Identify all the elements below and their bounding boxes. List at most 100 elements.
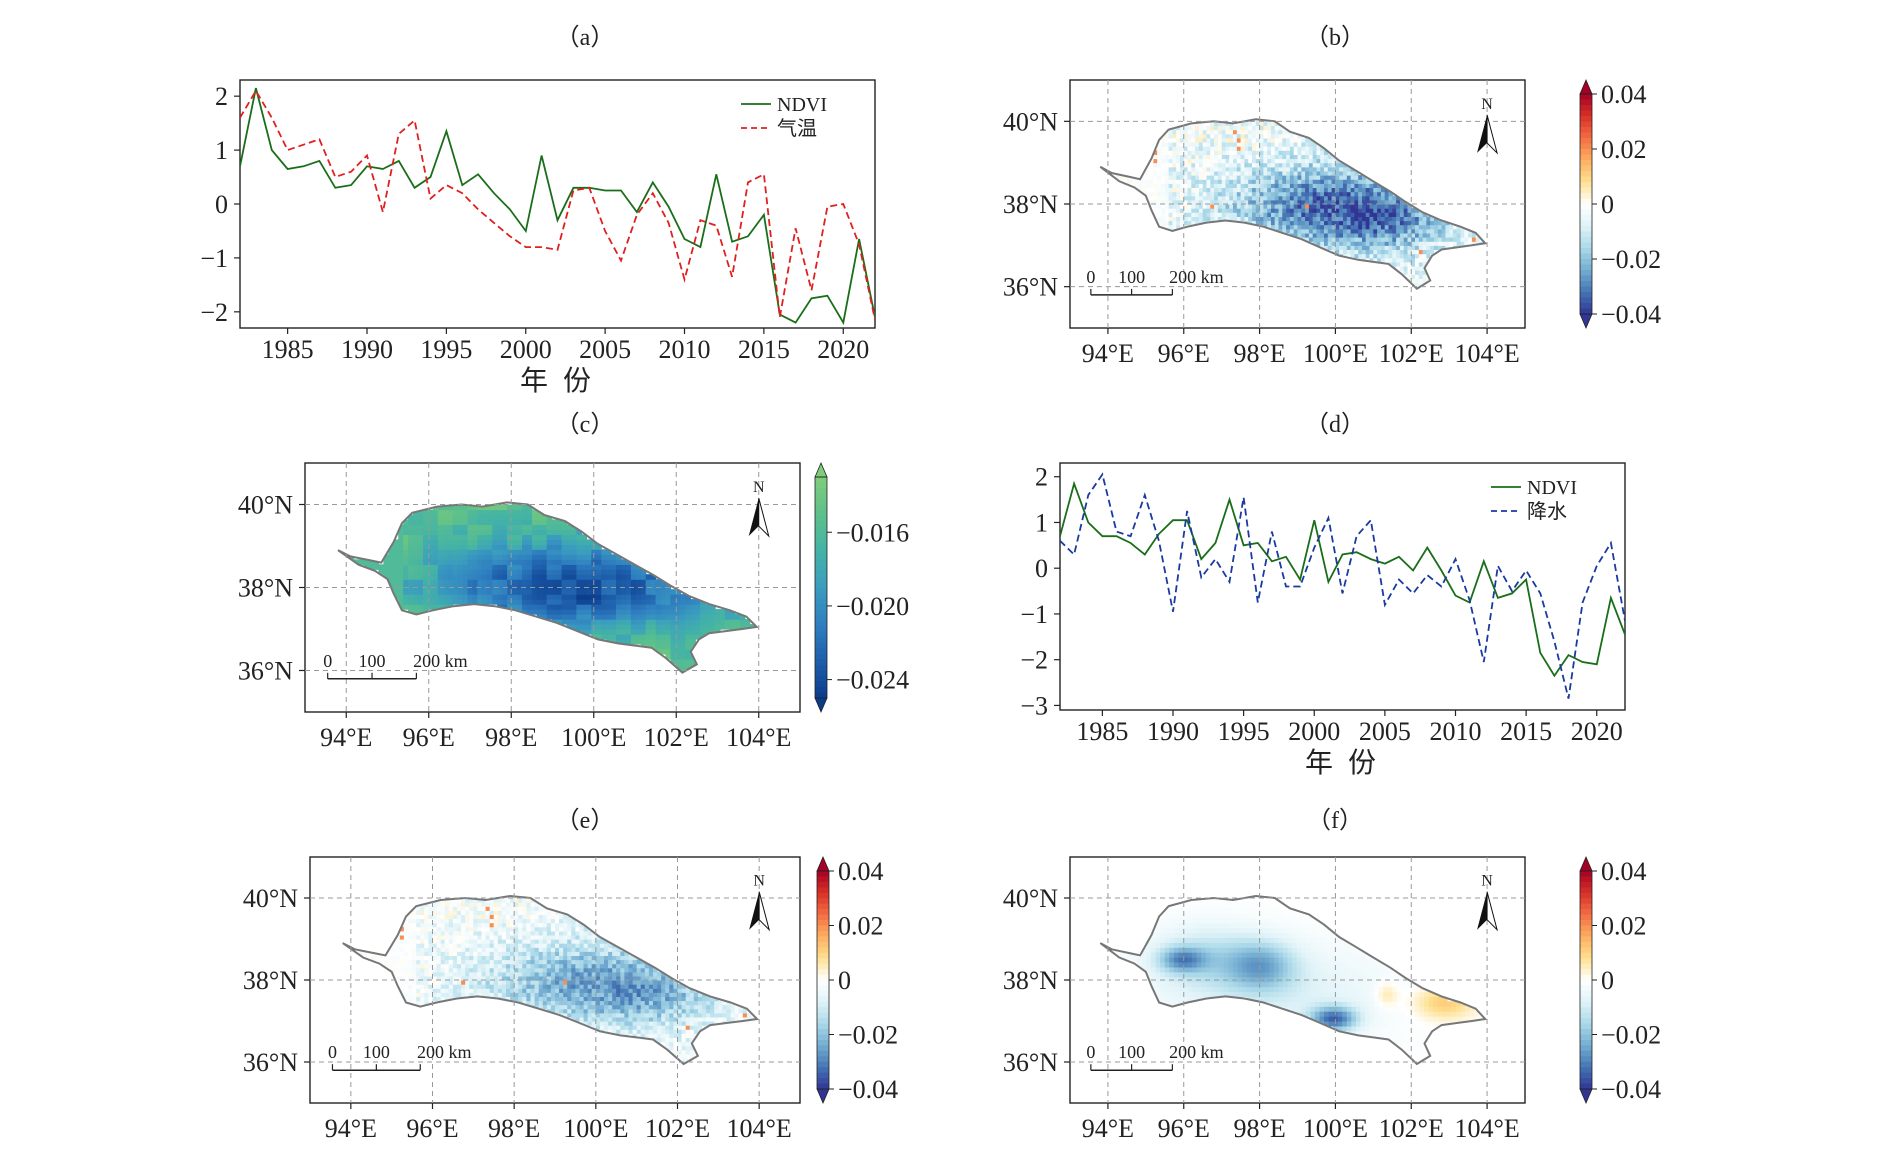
raster-cell xyxy=(673,1025,679,1030)
raster-cell xyxy=(616,604,622,610)
raster-cell xyxy=(457,569,464,575)
raster-cell xyxy=(506,930,511,936)
raster-cell xyxy=(1255,208,1261,213)
raster-cell xyxy=(1320,241,1325,246)
raster-cell xyxy=(448,955,454,961)
raster-cell xyxy=(1164,195,1170,201)
raster-cell xyxy=(579,1000,585,1006)
raster-cell xyxy=(665,1041,670,1047)
raster-cell xyxy=(1339,212,1344,217)
raster-cell xyxy=(1248,133,1253,139)
raster-cell xyxy=(465,939,470,944)
raster-cell xyxy=(1263,129,1268,135)
colorbar-segment xyxy=(1580,171,1592,178)
raster-cell xyxy=(559,922,564,928)
raster-cell xyxy=(518,963,523,969)
raster-cell xyxy=(1236,150,1242,155)
raster-cell xyxy=(420,984,425,989)
raster-cell xyxy=(437,604,444,610)
raster-cell xyxy=(546,980,552,985)
raster-cell xyxy=(551,604,558,610)
raster-cell xyxy=(512,504,518,511)
colorbar-segment xyxy=(815,576,827,583)
raster-cell xyxy=(561,534,568,540)
raster-cell xyxy=(675,629,681,635)
raster-cell xyxy=(657,996,662,1002)
raster-cell xyxy=(526,524,533,530)
raster-cell xyxy=(501,930,507,936)
raster-cell xyxy=(1263,212,1268,217)
raster-cell xyxy=(563,930,568,936)
raster-cell xyxy=(489,967,495,973)
raster-cell xyxy=(1350,212,1355,217)
raster-cell xyxy=(576,564,582,570)
panel-label: （c） xyxy=(556,412,615,438)
raster-cell xyxy=(541,559,548,565)
raster-cell xyxy=(1369,253,1374,259)
raster-cell xyxy=(1225,199,1230,205)
raster-cell xyxy=(559,930,564,936)
raster-cell xyxy=(1252,220,1257,226)
colorbar-tick-label: −0.02 xyxy=(1601,245,1661,274)
raster-cell xyxy=(625,604,632,610)
raster-cell xyxy=(636,980,642,985)
raster-cell xyxy=(1403,212,1409,217)
raster-cell xyxy=(534,951,540,956)
raster-cell xyxy=(1312,241,1318,246)
raster-cell xyxy=(621,619,627,625)
raster-cell xyxy=(621,599,627,605)
raster-cell xyxy=(1187,199,1192,205)
raster-cell xyxy=(1164,224,1170,230)
map-raster xyxy=(350,898,758,1063)
raster-cell xyxy=(563,947,568,952)
raster-cell xyxy=(1206,125,1211,131)
raster-cell xyxy=(1229,154,1234,160)
colorbar-segment xyxy=(815,675,827,682)
raster-cell xyxy=(1259,195,1264,201)
raster-cell xyxy=(469,975,474,981)
raster-cell xyxy=(440,910,446,915)
raster-cell xyxy=(531,554,538,560)
raster-cell xyxy=(1377,253,1382,259)
raster-cell xyxy=(1214,208,1219,213)
raster-cell xyxy=(526,594,533,600)
raster-cell xyxy=(595,1016,601,1022)
raster-cell xyxy=(1278,228,1283,234)
x-tick-label: 96°E xyxy=(1158,339,1210,368)
raster-cell xyxy=(447,544,454,550)
raster-cell xyxy=(1180,191,1185,197)
raster-cell xyxy=(581,569,587,575)
raster-cell xyxy=(551,559,558,565)
raster-cell xyxy=(416,992,421,997)
raster-cell xyxy=(440,943,446,948)
raster-cell xyxy=(563,967,568,973)
raster-cell xyxy=(1434,224,1439,230)
raster-cell xyxy=(1180,195,1185,201)
raster-cell xyxy=(616,992,621,997)
raster-cell xyxy=(526,971,532,977)
raster-cell xyxy=(1233,179,1238,184)
raster-cell xyxy=(541,544,548,550)
raster-cell xyxy=(1297,179,1302,184)
raster-cell xyxy=(595,992,601,997)
raster-cell xyxy=(546,539,553,545)
raster-cell xyxy=(1255,195,1261,201)
raster-cell xyxy=(1365,241,1371,246)
raster-cell xyxy=(420,918,425,924)
raster-cell xyxy=(621,569,627,575)
raster-cell xyxy=(1297,170,1302,176)
raster-cell xyxy=(452,934,458,940)
raster-cell xyxy=(461,967,466,973)
x-tick-label: 94°E xyxy=(1082,339,1134,368)
raster-cell xyxy=(457,524,464,530)
raster-cell xyxy=(555,959,560,965)
raster-cell xyxy=(1346,175,1352,180)
raster-cell xyxy=(457,971,462,977)
raster-cell xyxy=(1293,195,1299,201)
raster-cell xyxy=(1411,266,1416,271)
raster-cell xyxy=(1282,175,1287,180)
raster-cell xyxy=(645,614,652,620)
raster-cell xyxy=(403,980,409,985)
colorbar-segment xyxy=(1580,149,1592,156)
raster-cell xyxy=(546,939,552,944)
